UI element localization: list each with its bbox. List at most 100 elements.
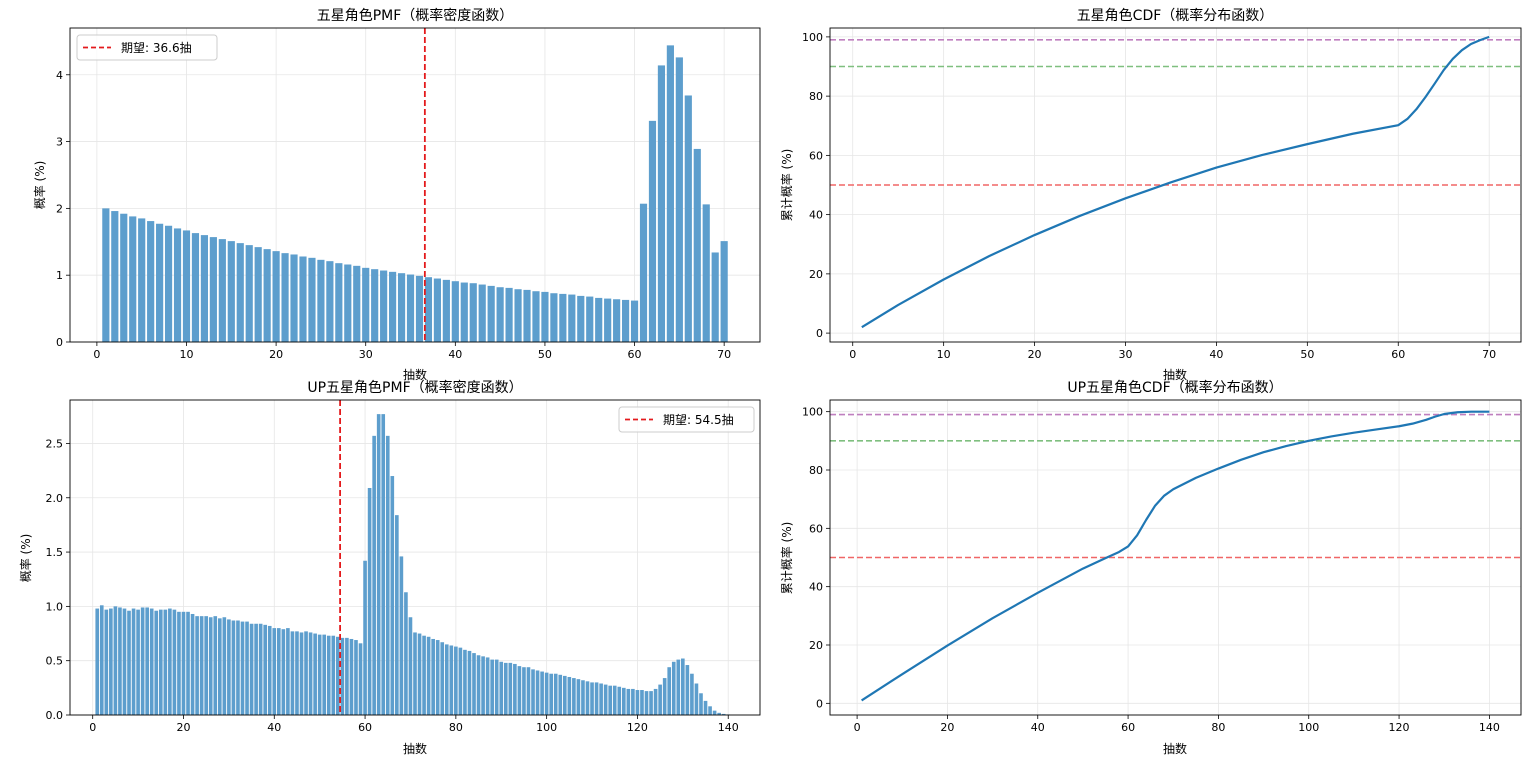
bar: [576, 679, 581, 715]
bar: [568, 294, 576, 342]
bar: [549, 673, 553, 715]
x-tick-label: 140: [1479, 721, 1500, 734]
bar: [249, 623, 254, 715]
bar: [177, 611, 181, 715]
bar: [290, 631, 295, 715]
bar: [572, 678, 576, 715]
ticks: 0 20 40 60 80 100 120 140 0 20 40 60 80 100: [802, 406, 1500, 734]
y-tick-label: 100: [802, 31, 823, 44]
x-tick-label: 70: [717, 348, 731, 361]
data-marks: [830, 410, 1521, 702]
bar: [531, 669, 535, 715]
bar: [376, 414, 381, 715]
x-tick-label: 10: [937, 348, 951, 361]
bar: [540, 671, 544, 715]
bar: [164, 225, 173, 342]
bar: [699, 693, 703, 715]
bar: [102, 208, 110, 342]
bar: [281, 253, 289, 342]
y-axis-label: 累计概率 (%): [779, 522, 794, 595]
x-tick-label: 120: [1389, 721, 1410, 734]
y-tick-label: 80: [809, 464, 823, 477]
bar: [304, 631, 308, 715]
bar: [544, 672, 549, 715]
bar: [277, 628, 281, 715]
bar: [404, 592, 408, 715]
bar: [585, 681, 590, 715]
y-tick-label: 0: [56, 336, 63, 349]
bar: [181, 611, 186, 715]
bar: [676, 659, 681, 715]
x-tick-label: 0: [89, 721, 96, 734]
bar: [608, 685, 613, 715]
x-tick-label: 80: [449, 721, 463, 734]
bar: [395, 515, 399, 715]
bar: [422, 635, 426, 715]
y-axis-label: 概率 (%): [32, 161, 47, 210]
bar: [449, 645, 454, 715]
bar: [675, 57, 683, 342]
y-tick-label: 20: [809, 268, 823, 281]
bar: [417, 633, 422, 715]
bar: [209, 237, 217, 342]
cdf-line: [861, 410, 1490, 702]
bar: [595, 297, 603, 342]
bar: [562, 675, 567, 715]
x-tick-label: 60: [1391, 348, 1405, 361]
bar: [653, 688, 658, 715]
bar: [463, 649, 467, 715]
x-tick-label: 40: [448, 348, 462, 361]
bar: [558, 674, 563, 715]
bar: [526, 667, 531, 715]
bar: [213, 616, 218, 715]
x-tick-label: 30: [1118, 348, 1132, 361]
bar: [295, 631, 299, 715]
x-tick-label: 30: [359, 348, 373, 361]
bar: [286, 628, 290, 715]
bar: [494, 659, 499, 715]
bar: [559, 293, 567, 342]
x-tick-label: 60: [358, 721, 372, 734]
bar: [604, 298, 612, 342]
legend-label-expectation: 期望: 54.5抽: [663, 413, 734, 427]
x-tick-label: 60: [628, 348, 642, 361]
bar: [644, 691, 649, 715]
bar: [154, 610, 159, 715]
x-tick-label: 50: [538, 348, 552, 361]
bar: [505, 287, 513, 342]
bar: [385, 435, 390, 715]
bar: [550, 293, 558, 342]
bar: [617, 686, 622, 715]
bar: [349, 638, 354, 715]
bar: [122, 608, 127, 715]
y-tick-label: 40: [809, 209, 823, 222]
bar: [172, 609, 177, 715]
bar: [131, 608, 136, 715]
y-tick-label: 40: [809, 581, 823, 594]
bar: [390, 476, 395, 715]
y-tick-label: 60: [809, 522, 823, 535]
ticks: 0 20 40 60 80 100 120 140 0.0 0.5 1.0 1.5 2.0 2.5: [46, 437, 739, 734]
bar: [362, 267, 370, 342]
bar: [281, 629, 286, 715]
bar: [535, 670, 540, 715]
bar: [118, 607, 122, 715]
bar: [626, 688, 631, 715]
bar: [129, 216, 137, 342]
x-tick-label: 120: [627, 721, 648, 734]
bar: [182, 230, 191, 342]
bar: [514, 289, 522, 342]
bar: [671, 661, 676, 715]
bar: [622, 687, 626, 715]
bar: [331, 635, 336, 715]
bar: [553, 673, 558, 715]
bar: [454, 646, 458, 715]
bar: [208, 617, 213, 715]
y-axis-label: 概率 (%): [18, 534, 33, 583]
bar: [313, 633, 317, 715]
bar: [720, 241, 728, 342]
y-tick-label: 4: [56, 69, 63, 82]
bar: [372, 435, 376, 715]
x-axis-label: 抽数: [1163, 367, 1187, 382]
bar: [708, 706, 712, 715]
